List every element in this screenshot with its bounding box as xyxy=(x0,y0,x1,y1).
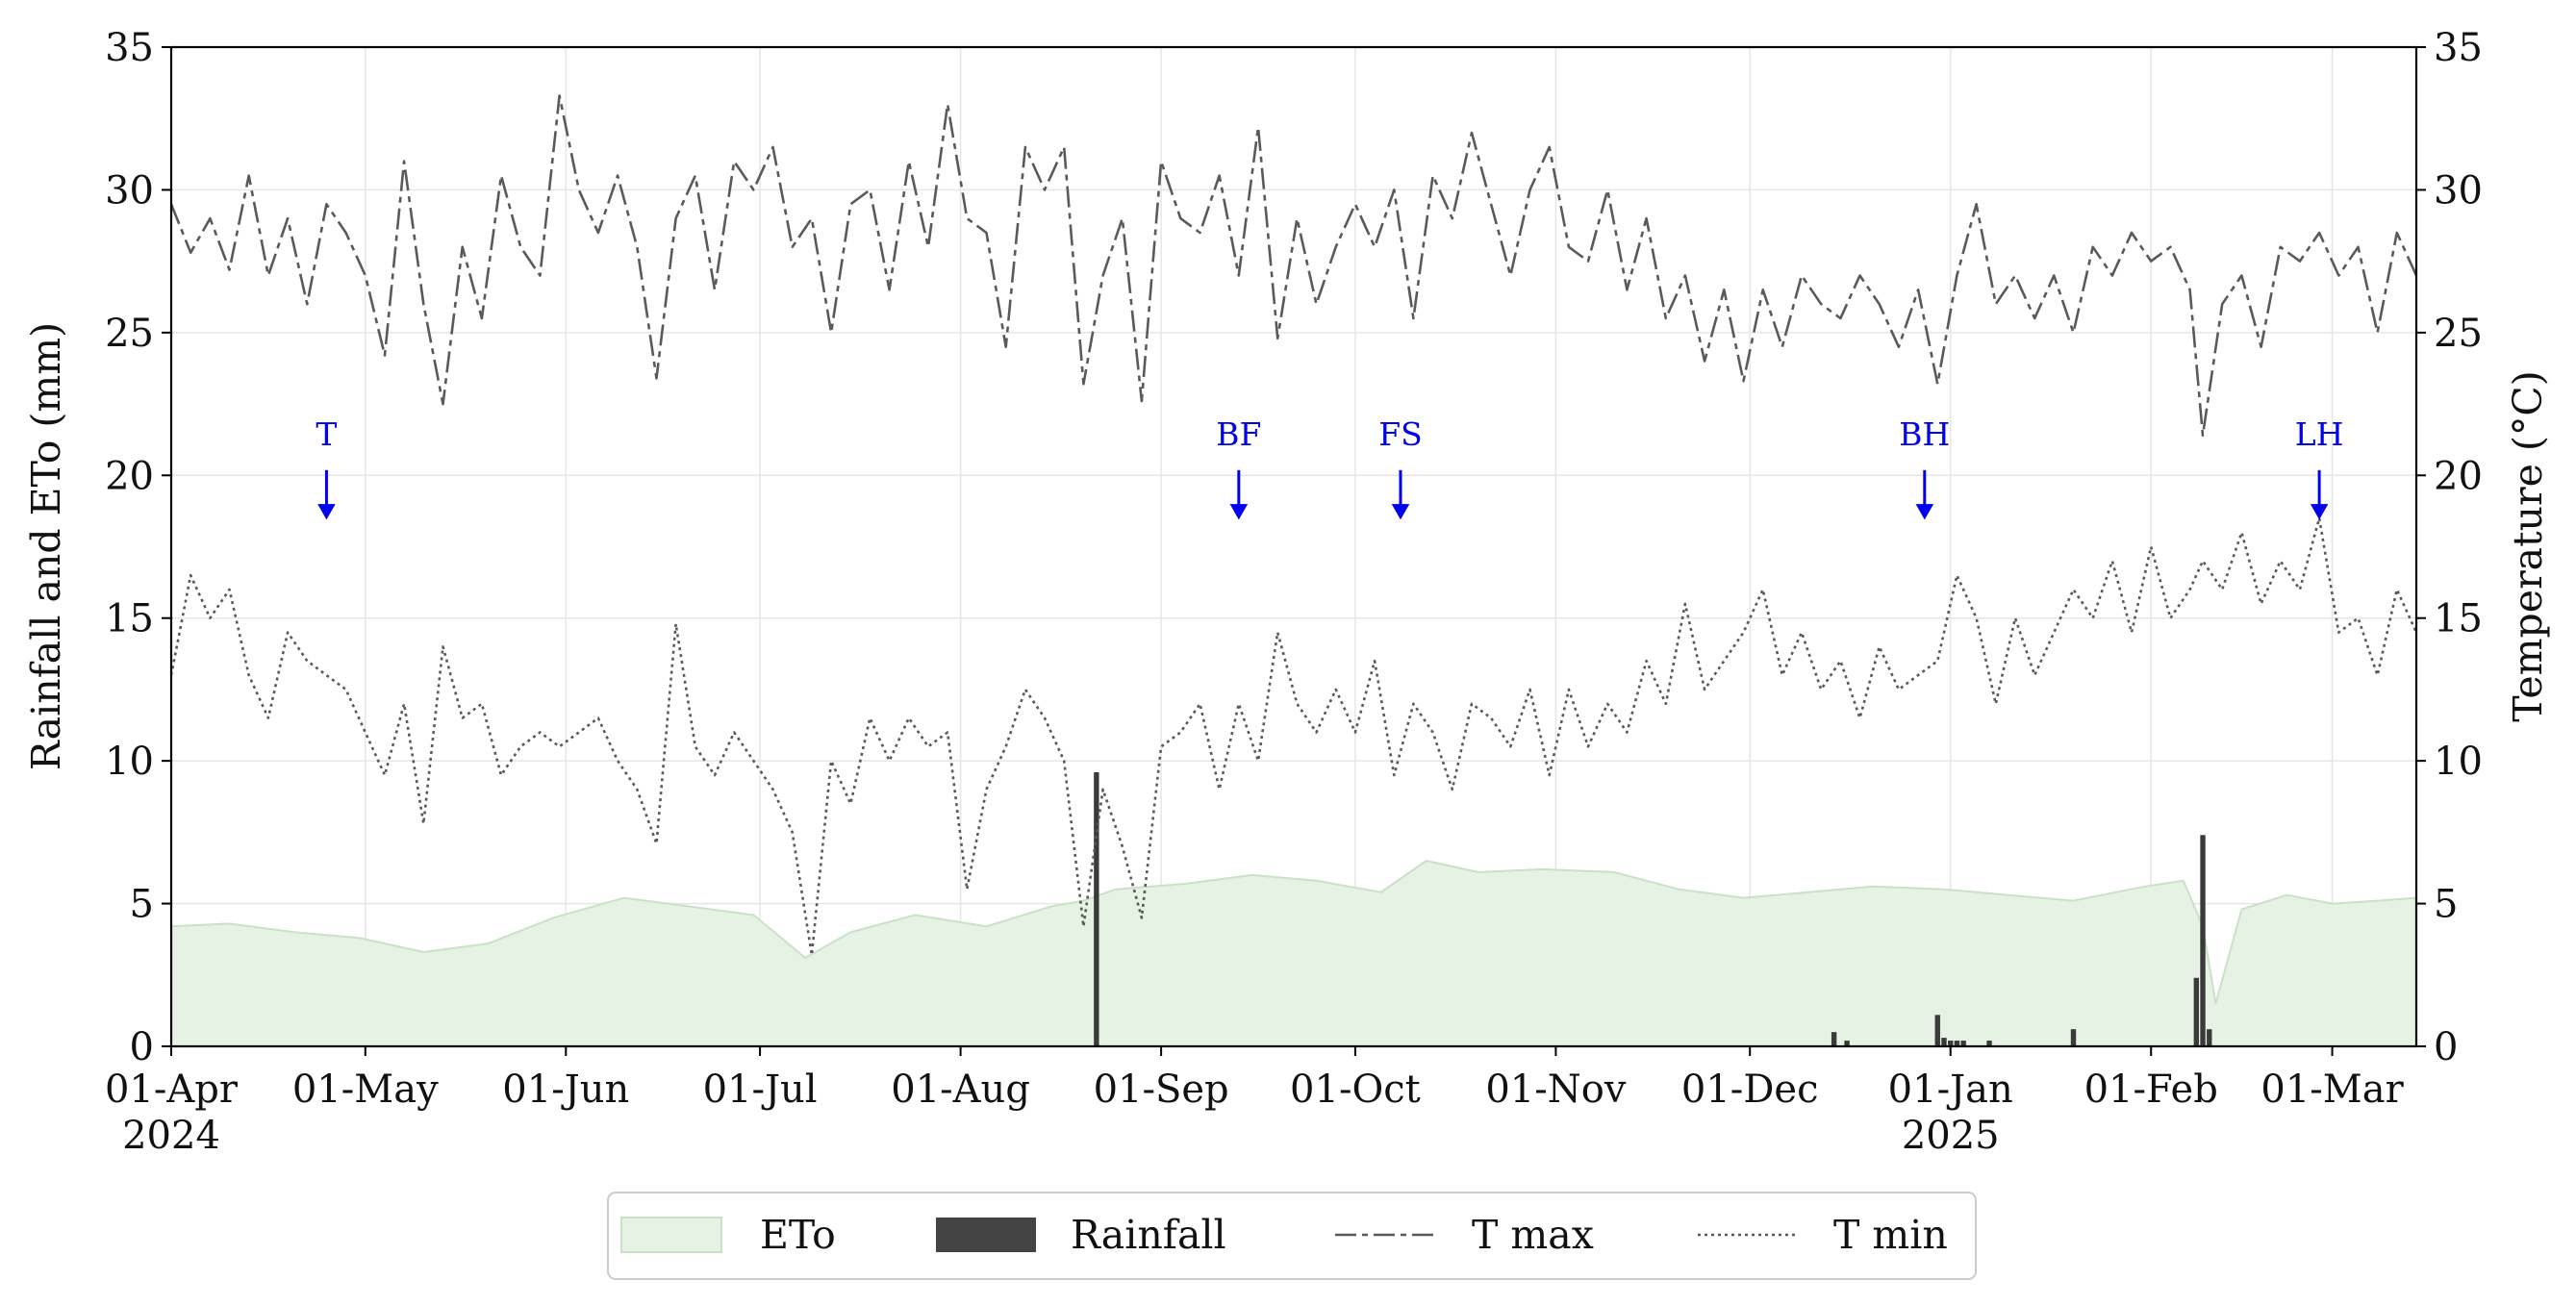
event-markers: T BF FS BH LH xyxy=(316,415,2344,520)
x-tick-label: 01-Dec xyxy=(1681,1067,1819,1112)
legend-tmin-label: T min xyxy=(1833,1212,1948,1258)
legend-eto-swatch xyxy=(620,1217,722,1253)
y-left-tick-label: 5 xyxy=(130,883,154,927)
event-arrow-head xyxy=(317,504,336,520)
event-arrow-head xyxy=(1391,504,1410,520)
y-right-tick-label: 5 xyxy=(2434,883,2458,927)
y-right-tick-label: 25 xyxy=(2434,312,2483,356)
legend: ETo Rainfall T max T min xyxy=(607,1192,1977,1280)
rainfall-bar xyxy=(1094,772,1099,1046)
y-right-tick-label: 35 xyxy=(2434,26,2483,70)
x-tick-label: 01-Nov xyxy=(1485,1067,1626,1112)
y-right-tick-label: 10 xyxy=(2434,740,2483,784)
rainfall-bar xyxy=(1960,1041,1966,1046)
x-tick-label: 01-Feb xyxy=(2084,1067,2218,1112)
rainfall-bar xyxy=(1844,1041,1850,1046)
x-tick-label: 01-May xyxy=(292,1067,439,1112)
rainfall-bar xyxy=(2207,1029,2212,1046)
legend-tmax-label: T max xyxy=(1472,1212,1594,1258)
legend-box xyxy=(607,1192,1977,1280)
plot-frame xyxy=(169,45,2418,1048)
y-right-tick-label: 30 xyxy=(2434,168,2483,213)
event-arrow-head xyxy=(1915,504,1934,520)
rainfall-bar-layer xyxy=(1094,772,2212,1046)
y-right-tick-label: 15 xyxy=(2434,597,2483,641)
x-tick-label: 01-Mar xyxy=(2260,1067,2404,1112)
event-label: LH xyxy=(2295,415,2344,453)
y-left-tick-label: 0 xyxy=(130,1025,154,1069)
event-label: BF xyxy=(1216,415,1261,453)
y-left-tick-label: 15 xyxy=(105,597,154,641)
tmax-line xyxy=(171,94,2416,437)
y-left-tick-label: 35 xyxy=(105,26,154,70)
rainfall-bar xyxy=(1986,1041,1992,1046)
rainfall-bar xyxy=(2193,977,2199,1046)
event-arrow-head xyxy=(2310,504,2329,520)
rainfall-bar xyxy=(1941,1038,1947,1046)
rainfall-bar xyxy=(2200,835,2206,1046)
x-tick-label: 01-Jul xyxy=(703,1067,818,1112)
y-left-tick-label: 25 xyxy=(105,312,154,356)
rainfall-bar xyxy=(1948,1041,1954,1046)
y-right-axis-title: Temperature (°C) xyxy=(2505,370,2551,722)
eto-area xyxy=(171,859,2416,1046)
event-arrow-head xyxy=(1229,504,1249,520)
y-left-tick-label: 10 xyxy=(105,740,154,784)
x-tick-label: 01-Aug xyxy=(891,1067,1030,1112)
event-label: BH xyxy=(1899,415,1950,453)
axes: 051015202530350510152025303501-Apr202401… xyxy=(105,26,2483,1158)
rainfall-bar xyxy=(1831,1032,1837,1046)
y-right-tick-label: 20 xyxy=(2434,454,2483,498)
rainfall-bar xyxy=(2070,1029,2077,1046)
x-tick-label: 01-Apr xyxy=(105,1067,239,1112)
legend-rainfall-label: Rainfall xyxy=(1071,1212,1226,1258)
y-left-axis-title: Rainfall and ETo (mm) xyxy=(23,322,69,770)
legend-eto-label: ETo xyxy=(760,1212,836,1258)
x-tick-label: 01-Jan xyxy=(1888,1067,2013,1112)
x-tick-year-label: 2025 xyxy=(1902,1114,2000,1158)
y-right-tick-label: 0 xyxy=(2434,1025,2458,1069)
rainfall-bar xyxy=(1954,1041,1960,1046)
event-label: T xyxy=(316,415,337,453)
y-left-tick-label: 20 xyxy=(105,454,154,498)
x-tick-label: 01-Sep xyxy=(1094,1067,1229,1112)
eto-area-layer xyxy=(171,859,2416,1046)
x-tick-label: 01-Jun xyxy=(502,1067,629,1112)
temperature-line-layer xyxy=(171,94,2416,957)
x-tick-label: 01-Oct xyxy=(1290,1067,1421,1112)
legend-rainfall-swatch xyxy=(936,1218,1036,1252)
rainfall-bar xyxy=(1934,1015,1940,1046)
event-label: FS xyxy=(1378,415,1423,453)
x-tick-year-label: 2024 xyxy=(122,1114,220,1158)
y-left-tick-label: 30 xyxy=(105,168,154,213)
grid-lines xyxy=(170,46,2416,1047)
